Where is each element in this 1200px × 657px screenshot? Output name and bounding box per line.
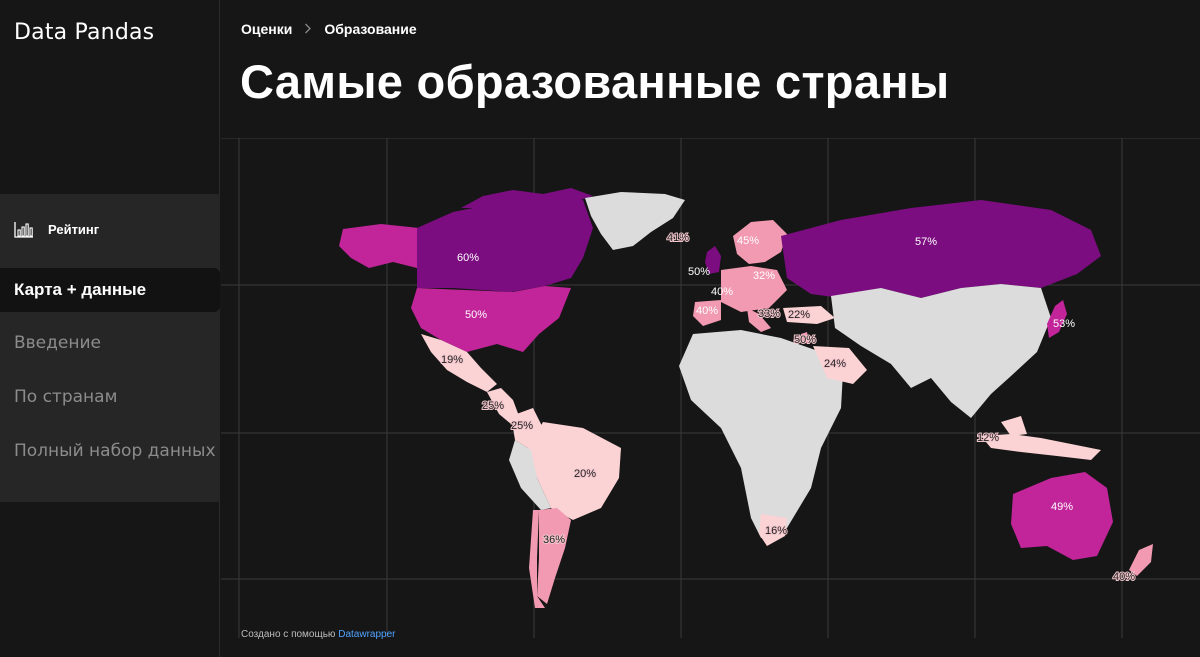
region-europe-core <box>721 266 787 312</box>
nav-panel: Рейтинг Карта + данные Введение По стран… <box>0 194 220 502</box>
region-africa <box>679 330 843 538</box>
region-russia <box>781 200 1101 298</box>
bar-chart-icon <box>14 222 33 238</box>
region-israel <box>801 332 809 344</box>
map-label-costa-rica: 25% <box>482 400 504 412</box>
main-content: Оценки Образование Самые образованные ст… <box>221 0 1200 657</box>
region-southeast-asia <box>1001 416 1027 436</box>
map-label-russia: 57% <box>915 236 937 248</box>
map-label-brazil: 20% <box>574 468 596 480</box>
region-usa <box>411 286 571 352</box>
datawrapper-link[interactable]: Datawrapper <box>338 629 396 640</box>
region-greenland <box>585 192 685 250</box>
credit-prefix: Создано с помощью <box>241 629 336 640</box>
map-label-colombia: 25% <box>511 420 533 432</box>
region-iberia <box>693 300 721 326</box>
map-label-france: 40% <box>711 286 733 298</box>
nav-heading-label: Рейтинг <box>48 222 100 237</box>
region-saudi-arabia <box>813 346 867 384</box>
nav-heading: Рейтинг <box>14 221 99 238</box>
region-turkey <box>783 306 835 324</box>
map-label-nordics: 45% <box>737 235 759 247</box>
region-mexico <box>421 334 497 392</box>
region-italy <box>747 308 771 332</box>
region-uk <box>705 246 721 274</box>
breadcrumb: Оценки Образование <box>241 21 417 37</box>
map-label-usa: 50% <box>465 309 487 321</box>
region-central-america <box>487 388 519 424</box>
region-indonesia <box>981 434 1101 460</box>
chevron-right-icon <box>304 21 312 37</box>
region-south-africa <box>759 514 787 546</box>
page-title: Самые образованные страны <box>240 55 950 108</box>
credit-line: Создано с помощью Datawrapper <box>241 629 395 640</box>
map-label-canada: 60% <box>457 252 479 264</box>
region-canada <box>417 196 593 292</box>
brand-logo[interactable]: Data Pandas <box>14 20 155 45</box>
map-label-argentina: 36% <box>543 534 565 546</box>
region-australia <box>1011 472 1113 560</box>
region-new-zealand <box>1129 544 1153 576</box>
map-label-poland: 32% <box>753 270 775 282</box>
nav-item-full-dataset[interactable]: Полный набор данных <box>14 441 216 461</box>
map-label-italy: 33% <box>758 308 780 320</box>
map-label-greenland: 41% <box>667 232 689 244</box>
map-label-japan: 53% <box>1053 318 1075 330</box>
region-alaska <box>339 224 419 268</box>
region-chile <box>529 510 545 608</box>
sidebar: Data Pandas Рейтинг Карта + данные Введе… <box>0 0 220 657</box>
map-label-saudi-arabia: 24% <box>824 358 846 370</box>
breadcrumb-education[interactable]: Образование <box>324 21 417 37</box>
region-japan <box>1047 300 1067 338</box>
map-label-israel: 50% <box>794 334 816 346</box>
map-label-indonesia: 12% <box>977 432 999 444</box>
region-south-america-other <box>509 440 551 510</box>
region-brazil <box>527 422 621 520</box>
world-map[interactable]: 60% 50% 57% 41% 45% 50% 32% 40% 40% 33% … <box>221 0 1200 638</box>
nav-item-map-data[interactable]: Карта + данные <box>0 268 220 312</box>
map-label-australia: 49% <box>1051 501 1073 513</box>
nav-item-intro[interactable]: Введение <box>14 333 101 353</box>
map-label-spain: 40% <box>696 305 718 317</box>
map-label-turkey: 22% <box>788 309 810 321</box>
breadcrumb-ratings[interactable]: Оценки <box>241 21 293 37</box>
region-asia <box>831 284 1051 418</box>
region-argentina <box>537 508 571 604</box>
map-label-new-zealand: 40% <box>1113 571 1135 583</box>
region-nordics <box>733 220 787 264</box>
region-canada-arctic <box>461 188 593 208</box>
map-label-uk: 50% <box>688 266 710 278</box>
nav-item-by-country[interactable]: По странам <box>14 387 118 407</box>
map-label-mexico: 19% <box>441 354 463 366</box>
map-label-south-africa: 16% <box>765 525 787 537</box>
